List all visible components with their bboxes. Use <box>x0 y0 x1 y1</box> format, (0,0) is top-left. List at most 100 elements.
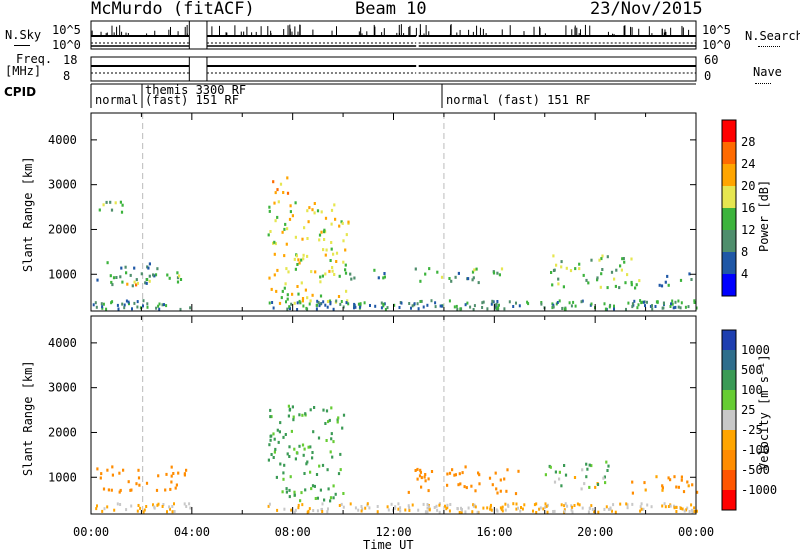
data-cell <box>293 490 296 494</box>
data-cell <box>552 303 555 307</box>
data-cell <box>119 275 122 279</box>
data-cell <box>127 300 130 304</box>
data-cell <box>277 200 280 204</box>
data-cell <box>519 509 522 513</box>
data-cell <box>573 476 577 479</box>
data-cell <box>360 505 363 508</box>
data-cell <box>331 455 334 459</box>
cpid-fast: (fast) 151 RF <box>145 93 239 107</box>
data-cell <box>599 285 602 289</box>
data-cell <box>169 507 171 511</box>
data-cell <box>326 305 329 309</box>
data-cell <box>284 282 287 286</box>
data-cell <box>285 490 288 494</box>
data-cell <box>499 489 502 493</box>
data-cell <box>329 259 332 262</box>
data-cell <box>680 506 682 510</box>
y-tick-label: 4000 <box>48 133 77 147</box>
data-cell <box>298 261 301 265</box>
data-cell <box>288 495 291 499</box>
data-cell <box>307 220 310 224</box>
data-cell <box>696 490 699 494</box>
data-cell <box>580 300 583 304</box>
data-cell <box>291 292 294 296</box>
data-cell <box>434 301 437 305</box>
data-cell <box>440 304 443 308</box>
data-cell <box>423 475 426 479</box>
data-cell <box>342 413 346 417</box>
data-cell <box>269 408 272 412</box>
y-tick-label: 3000 <box>48 178 77 192</box>
data-cell <box>426 303 429 307</box>
data-cell <box>347 220 350 224</box>
data-cell <box>177 471 180 475</box>
data-cell <box>353 276 356 280</box>
data-cell <box>503 307 506 311</box>
data-cell <box>467 506 470 510</box>
data-cell <box>416 302 419 306</box>
data-cell <box>471 510 474 514</box>
data-cell <box>123 306 126 310</box>
data-cell <box>626 503 629 507</box>
data-cell <box>544 473 547 477</box>
data-cell <box>344 271 348 275</box>
data-cell <box>675 510 678 513</box>
data-cell <box>102 487 106 491</box>
data-cell <box>109 200 112 204</box>
data-cell <box>110 301 113 305</box>
data-cell <box>276 428 279 432</box>
data-cell <box>304 412 307 416</box>
data-cell <box>440 275 444 279</box>
data-cell <box>345 301 348 305</box>
data-cell <box>338 504 341 507</box>
data-cell <box>165 472 168 476</box>
data-cell <box>495 302 498 306</box>
data-cell <box>600 272 603 276</box>
data-cell <box>596 278 599 282</box>
data-cell <box>585 278 588 282</box>
data-cell <box>296 301 299 305</box>
data-cell <box>158 302 161 306</box>
data-cell <box>419 470 422 474</box>
data-cell <box>472 308 475 311</box>
data-cell <box>340 220 343 224</box>
data-cell <box>131 307 133 311</box>
data-cell <box>276 268 279 272</box>
data-cell <box>165 304 168 308</box>
data-cell <box>289 307 291 311</box>
data-cell <box>282 471 285 475</box>
station-title: McMurdo (fitACF) <box>91 0 255 19</box>
data-cell <box>339 468 342 472</box>
data-cell <box>463 485 466 489</box>
data-cell <box>446 503 449 507</box>
data-cell <box>289 204 292 208</box>
data-cell <box>166 273 169 277</box>
data-cell <box>312 509 315 512</box>
data-cell <box>623 260 626 264</box>
data-cell <box>501 509 504 513</box>
data-cell <box>490 503 492 507</box>
data-cell <box>120 210 124 214</box>
data-cell <box>590 504 593 508</box>
data-cell <box>142 304 144 308</box>
y-tick-label: 1000 <box>48 470 77 484</box>
data-cell <box>492 300 495 304</box>
data-cell <box>306 460 309 464</box>
data-cell <box>94 301 97 305</box>
data-cell <box>448 299 451 303</box>
data-cell <box>296 263 299 266</box>
data-cell <box>176 271 179 275</box>
data-cell <box>306 296 309 300</box>
data-cell <box>282 435 285 439</box>
data-cell <box>606 255 609 259</box>
data-cell <box>137 476 141 480</box>
data-cell <box>552 510 555 513</box>
data-cell <box>387 508 390 512</box>
data-cell <box>693 510 696 513</box>
data-cell <box>344 268 347 272</box>
data-cell <box>639 505 642 509</box>
data-cell <box>345 289 348 293</box>
y-tick-label: 2000 <box>48 222 77 236</box>
data-cell <box>139 306 142 310</box>
data-cell <box>303 472 306 475</box>
